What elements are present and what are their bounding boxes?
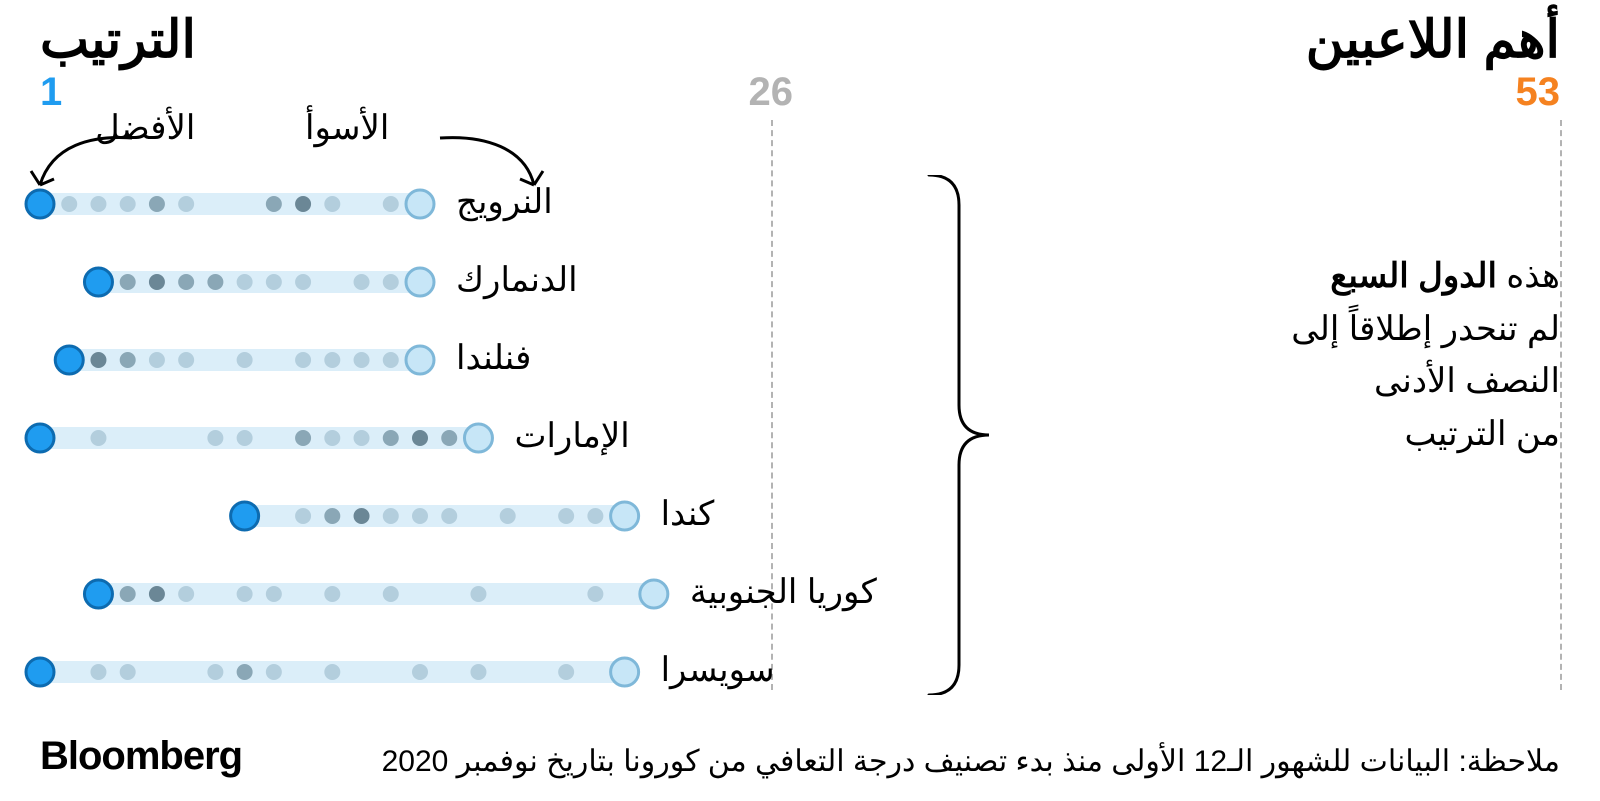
row-label: كوريا الجنوبية <box>690 572 877 612</box>
range-row <box>0 633 1600 711</box>
row-label: فنلندا <box>456 338 531 378</box>
row-label: النرويج <box>456 182 553 222</box>
title-players: أهم اللاعبين <box>1306 10 1560 70</box>
row-label: الدنمارك <box>456 260 578 300</box>
row-label: سويسرا <box>661 650 775 690</box>
annotation-text: هذه الدول السبع لم تنحدر إطلاقاً إلى النص… <box>1040 250 1560 461</box>
scale-max: 53 <box>1516 70 1561 115</box>
footnote: ملاحظة: البيانات للشهور الـ12 الأولى منذ… <box>382 744 1560 779</box>
scale-min: 1 <box>40 70 62 115</box>
bracket-icon <box>925 175 993 695</box>
legend-worst: الأسوأ <box>305 108 389 148</box>
title-ranking: الترتيب <box>40 10 196 70</box>
row-label: الإمارات <box>514 416 629 456</box>
range-row <box>0 477 1600 555</box>
annotation-bold: الدول السبع <box>1330 257 1497 295</box>
logo-bloomberg: Bloomberg <box>40 734 242 779</box>
row-label: كندا <box>661 494 715 534</box>
annotation-rest: لم تنحدر إطلاقاً إلى النصف الأدنى من الت… <box>1291 310 1560 453</box>
range-row <box>0 165 1600 243</box>
scale-mid: 26 <box>749 70 794 115</box>
annotation-prefix: هذه <box>1497 257 1560 295</box>
